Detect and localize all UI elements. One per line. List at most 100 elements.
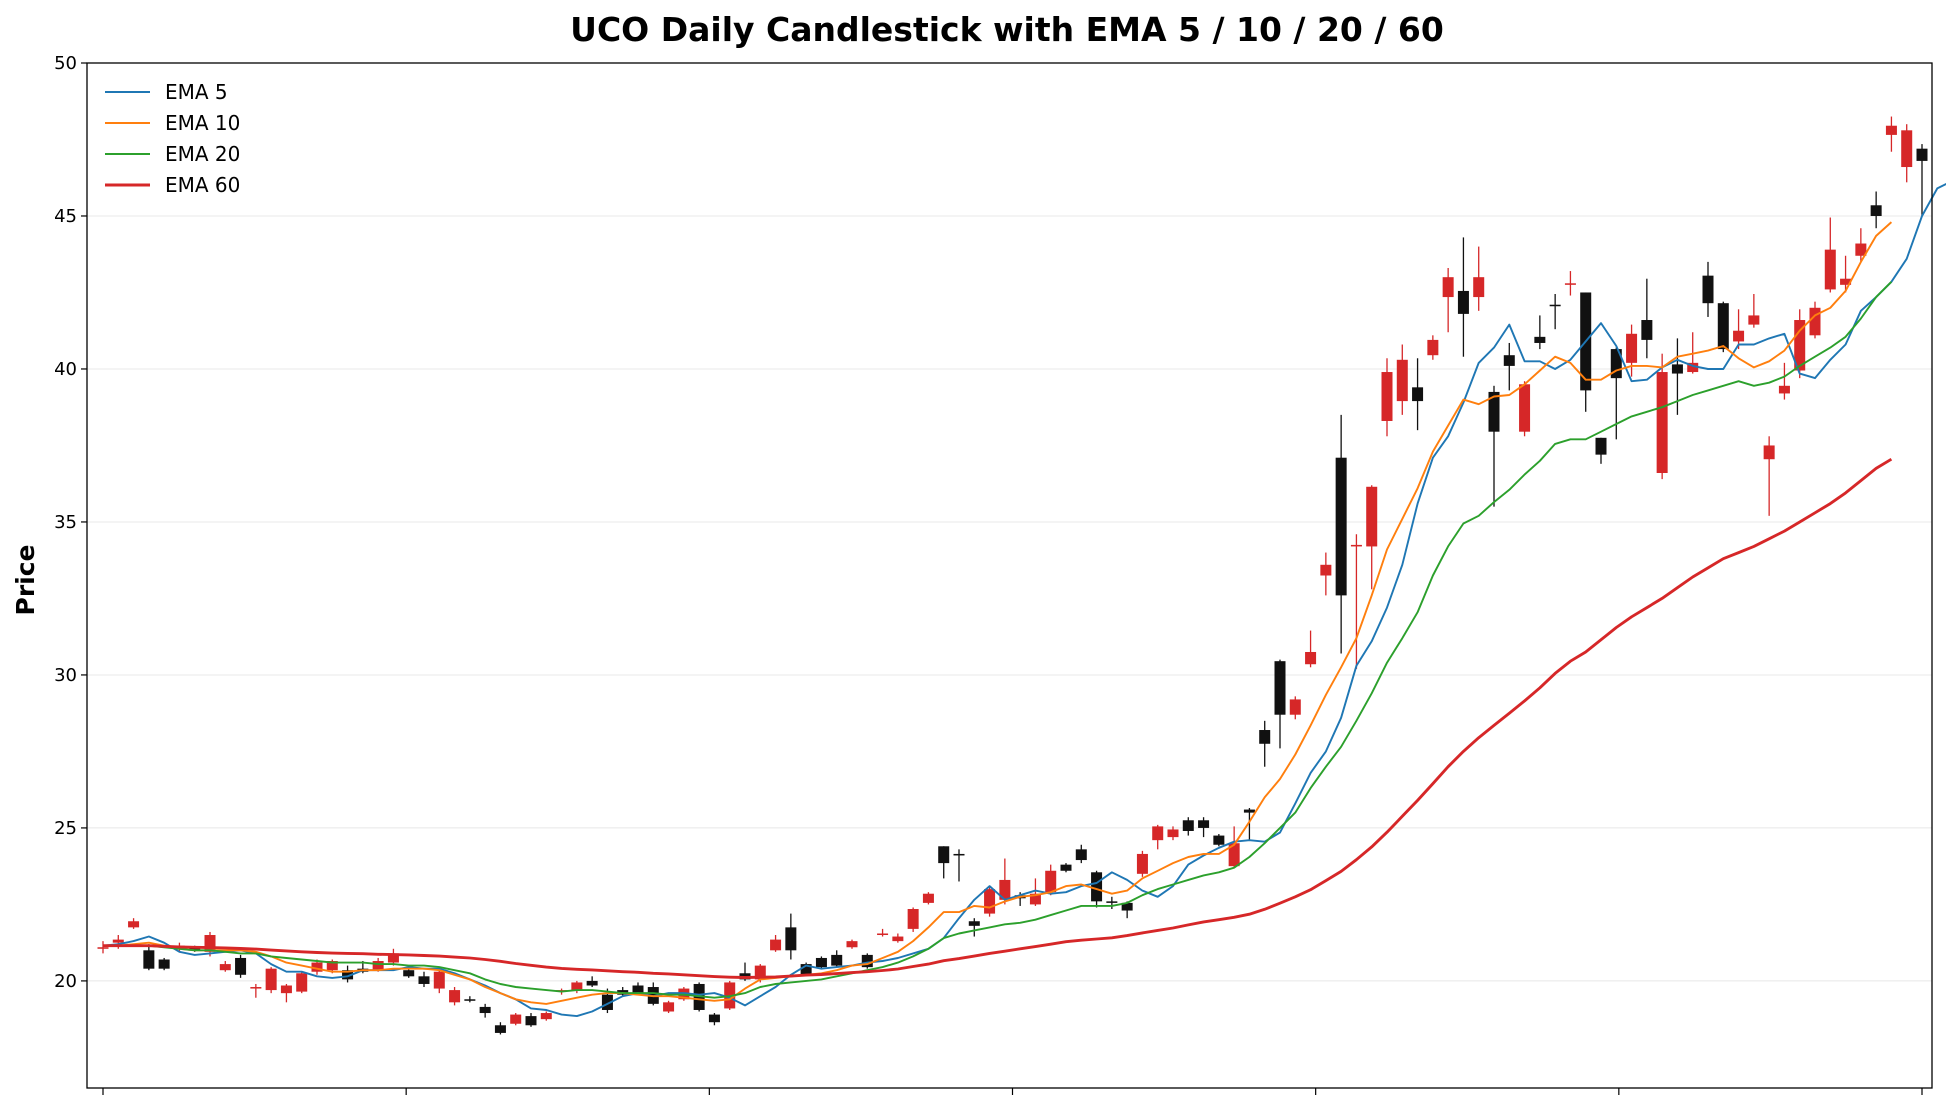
candle-body [280, 985, 292, 994]
candle-body [433, 971, 445, 989]
candle-body [999, 879, 1011, 900]
candle [494, 1022, 506, 1035]
y-tick-label: 30 [54, 665, 77, 686]
candle [1748, 294, 1760, 328]
candle-body [785, 927, 797, 951]
legend: EMA 5 EMA 10 EMA 20 EMA 60 [96, 73, 326, 203]
legend-label: EMA 5 [165, 80, 228, 104]
candle [1885, 116, 1897, 152]
candle-body [403, 970, 415, 977]
candle-body [1840, 278, 1852, 285]
candle [586, 976, 598, 988]
candle [968, 918, 980, 937]
candle-body [1350, 544, 1362, 547]
candle-body [1824, 249, 1836, 290]
candle [296, 971, 308, 994]
candle [1809, 301, 1821, 339]
candle [128, 918, 140, 929]
legend-item: EMA 10 [105, 111, 240, 135]
candle [1763, 436, 1775, 516]
candle [1901, 124, 1913, 183]
candle [265, 967, 277, 994]
candle [1075, 844, 1087, 864]
candle [1503, 342, 1515, 391]
candle-body [479, 1006, 491, 1014]
candle-body [1121, 902, 1133, 911]
candle-body [968, 921, 980, 926]
candle-body [1259, 730, 1271, 744]
legend-label: EMA 20 [165, 142, 240, 166]
candle [1427, 335, 1439, 360]
candle-body [984, 889, 996, 914]
candle-body [632, 985, 644, 994]
candle-body [158, 959, 170, 969]
candle [311, 959, 323, 975]
candle [1106, 896, 1118, 910]
candle-body [204, 935, 216, 952]
candle-body [877, 933, 889, 936]
candle [1320, 552, 1332, 596]
candle-body [601, 994, 613, 1010]
candle-body [1228, 843, 1240, 867]
candle-body [907, 909, 919, 929]
chart-title: UCO Daily Candlestick with EMA 5 / 10 / … [570, 10, 1444, 49]
candle-body [892, 936, 904, 942]
candle-body [1045, 870, 1057, 893]
candle-body [525, 1016, 537, 1026]
candle-body [265, 968, 277, 991]
candle-body [586, 980, 598, 986]
candle-body [143, 950, 155, 969]
candle-body [1198, 820, 1210, 828]
candle-body [1457, 290, 1469, 314]
candle [1305, 630, 1317, 668]
candle [525, 1013, 537, 1027]
candle-body [1029, 893, 1041, 905]
candle-body [1534, 336, 1546, 343]
candle [1029, 878, 1041, 906]
legend-item: EMA 60 [105, 173, 240, 197]
candle-body [770, 939, 782, 951]
candle [1136, 850, 1148, 877]
candle-body [1702, 275, 1714, 304]
candle-body [189, 947, 201, 951]
candle-body [1748, 315, 1760, 325]
candle-body [1305, 651, 1317, 665]
candle [1656, 353, 1668, 480]
ema-line [102, 183, 1946, 1018]
candle-body [938, 846, 950, 864]
candle [892, 933, 904, 943]
candle-body [1794, 320, 1806, 371]
candle [1259, 720, 1271, 767]
candle-body [1396, 359, 1408, 402]
candle-body [1763, 445, 1775, 460]
candle-body [1549, 304, 1561, 307]
candle [235, 954, 247, 978]
candle-body [1473, 277, 1485, 298]
candle-body [1519, 384, 1531, 432]
candle-body [311, 962, 323, 972]
candle [999, 858, 1011, 905]
candle [861, 953, 873, 969]
candle-body [1809, 307, 1821, 336]
y-tick-label: 50 [54, 53, 77, 74]
candle-body [1870, 205, 1882, 216]
candle-body [1656, 372, 1668, 473]
candle [449, 987, 461, 1006]
candle-body [494, 1025, 506, 1033]
candle-body [1717, 303, 1729, 350]
candle-body [1901, 130, 1913, 168]
candle [1488, 385, 1500, 507]
y-axis-label: Price [11, 545, 40, 616]
candle-body [449, 990, 461, 1003]
candle-body [1488, 391, 1500, 432]
y-tick-label: 35 [54, 512, 77, 533]
legend-label: EMA 60 [165, 173, 240, 197]
candle-body [1274, 661, 1286, 715]
candle-body [235, 957, 247, 975]
candle [1198, 817, 1210, 838]
ema-line [103, 457, 1893, 979]
candle-body [953, 853, 965, 856]
ema-layer [102, 183, 1946, 1018]
candle [877, 928, 889, 937]
